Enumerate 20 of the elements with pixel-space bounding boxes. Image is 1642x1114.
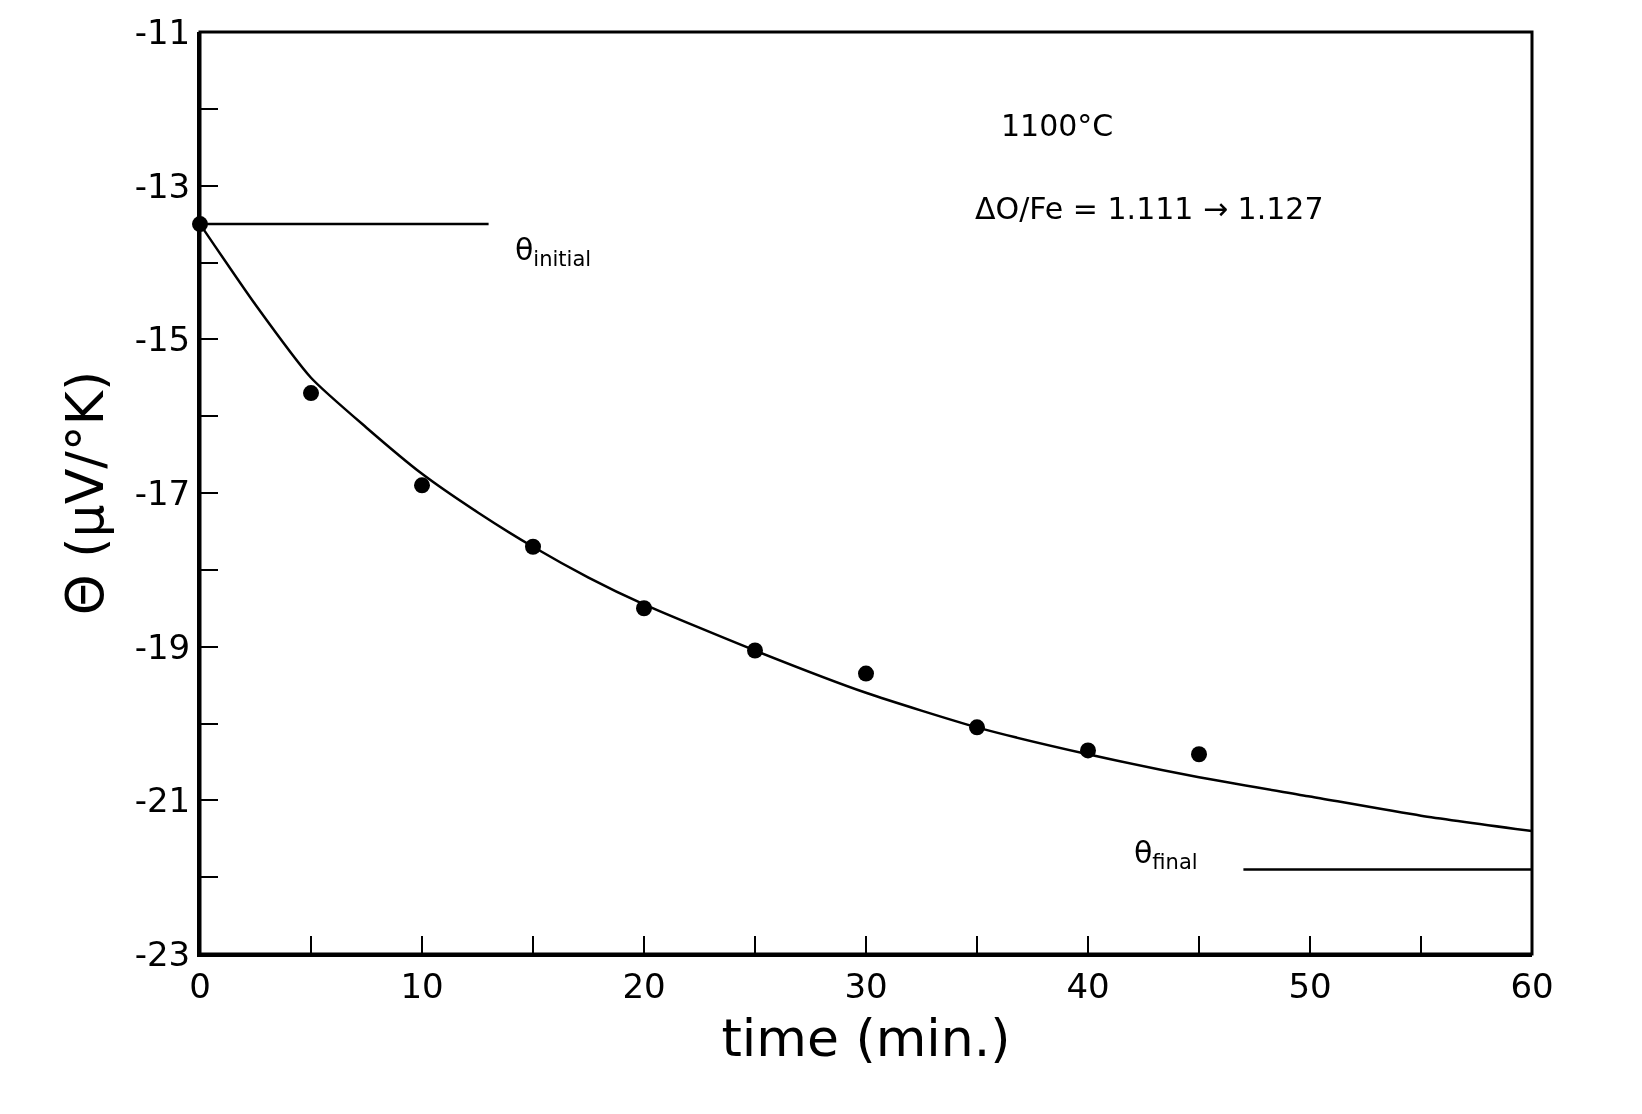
x-tick-label: 40 — [1066, 965, 1110, 1006]
y-tick-label: -15 — [134, 319, 191, 360]
annotation: 1100°C — [1001, 108, 1114, 143]
x-tick-label: 0 — [189, 965, 211, 1006]
y-axis-title: Θ (μV/°K) — [54, 370, 115, 616]
x-tick-label: 10 — [400, 965, 444, 1006]
y-tick-label: -19 — [134, 626, 191, 667]
x-tick-label: 50 — [1288, 965, 1332, 1006]
annotation: ΔO/Fe = 1.111 → 1.127 — [975, 191, 1324, 226]
y-tick-label: -13 — [134, 165, 191, 206]
x-tick-label: 60 — [1510, 965, 1554, 1006]
x-axis-title: time (min.) — [721, 1007, 1011, 1068]
x-tick-label: 20 — [622, 965, 666, 1006]
y-tick-label: -23 — [134, 933, 191, 974]
y-tick-label: -21 — [134, 780, 191, 821]
x-tick-label: 30 — [844, 965, 888, 1006]
annotation: θ$_{final}$ — [1134, 835, 1198, 875]
annotation: θ$_{initial}$ — [515, 232, 592, 272]
y-tick-label: -11 — [134, 11, 191, 52]
y-tick-label: -17 — [134, 472, 191, 513]
